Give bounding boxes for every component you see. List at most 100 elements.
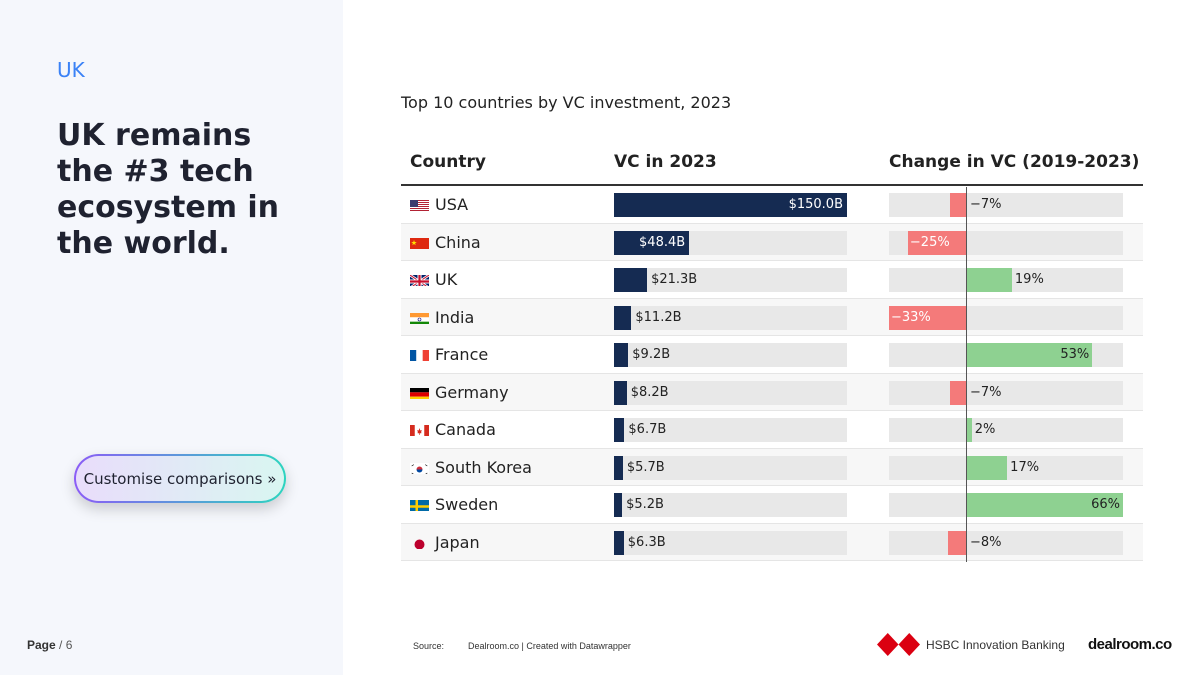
vc-label: $11.2B	[635, 309, 682, 325]
vc-label: $8.2B	[630, 384, 669, 400]
se-flag-icon	[410, 498, 429, 511]
country-cell: Japan	[410, 524, 480, 561]
left-panel: UK UK remains the #3 tech ecosystem in t…	[0, 0, 343, 675]
table-row: Sweden $5.2B 66%	[401, 486, 1143, 524]
change-bar	[967, 455, 1008, 480]
jp-flag-icon	[410, 536, 429, 549]
source-note: Source: Dealroom.co | Created with Dataw…	[413, 641, 631, 651]
country-name: Canada	[435, 420, 496, 439]
section-tag: UK	[57, 58, 85, 82]
hsbc-name: HSBC Innovation Banking	[926, 637, 1065, 652]
country-name: USA	[435, 195, 469, 214]
header-country: Country	[410, 152, 486, 172]
vc-bar	[614, 380, 627, 405]
header-change: Change in VC (2019-2023)	[889, 152, 1140, 172]
vc-track: $6.3B	[614, 530, 847, 555]
table-row: South Korea $5.7B 17%	[401, 448, 1143, 486]
country-name: UK	[435, 270, 458, 289]
vc-table: Country VC in 2023 Change in VC (2019-20…	[401, 140, 1143, 561]
kr-flag-icon	[410, 461, 429, 474]
table-body: USA $150.0B −7% China $48.4B −25% UK $21.3B 19% I…	[401, 186, 1143, 561]
vc-track: $5.7B	[614, 455, 847, 480]
vc-bar	[614, 455, 623, 480]
vc-label: $5.7B	[626, 459, 665, 475]
vc-label: $6.7B	[628, 422, 667, 437]
table-row: India $11.2B −33%	[401, 298, 1143, 336]
table-row: Germany $8.2B −7%	[401, 373, 1143, 411]
us-flag-icon	[410, 198, 429, 211]
change-label: −33%	[891, 309, 931, 325]
vc-bar	[614, 418, 625, 442]
vc-track: $6.7B	[614, 418, 847, 442]
vc-bar	[614, 230, 690, 255]
vc-bar	[614, 193, 847, 217]
customise-comparisons-button[interactable]: Customise comparisons »	[74, 454, 286, 503]
change-label: 66%	[1091, 497, 1120, 512]
vc-bar	[614, 268, 648, 292]
vc-track: $8.2B	[614, 380, 847, 405]
change-track: 19%	[889, 268, 1123, 292]
change-track: −7%	[889, 380, 1123, 405]
change-label: 53%	[1060, 347, 1090, 362]
country-cell: USA	[410, 186, 468, 223]
change-label: 19%	[1014, 272, 1044, 287]
country-name: South Korea	[435, 457, 532, 477]
table-row: Canada $6.7B 2%	[401, 411, 1143, 449]
change-bar	[967, 343, 1093, 367]
vc-track: $11.2B	[614, 305, 847, 330]
de-flag-icon	[410, 386, 429, 399]
vc-label: $48.4B	[639, 234, 686, 250]
vc-bar	[614, 530, 624, 555]
fr-flag-icon	[410, 348, 429, 361]
change-zero-line	[966, 187, 967, 562]
table-row: China $48.4B −25%	[401, 223, 1143, 261]
country-name: France	[435, 345, 489, 364]
hsbc-logo: HSBC Innovation Banking	[877, 633, 1065, 656]
change-bar	[948, 530, 967, 555]
header-vc: VC in 2023	[614, 152, 717, 172]
page-label: Page	[27, 638, 56, 652]
table-row: Japan $6.3B −8%	[401, 523, 1143, 561]
change-track: 66%	[889, 493, 1123, 517]
customise-comparisons-label: Customise comparisons »	[76, 456, 284, 501]
vc-track: $21.3B	[614, 268, 847, 292]
change-bar	[907, 230, 967, 255]
change-track: −33%	[889, 305, 1123, 330]
change-track: −7%	[889, 193, 1123, 217]
change-track: −25%	[889, 230, 1123, 255]
country-name: India	[435, 307, 475, 327]
country-name: Sweden	[435, 495, 499, 514]
change-bar	[967, 418, 972, 442]
change-label: −8%	[970, 534, 1002, 550]
vc-track: $5.2B	[614, 493, 847, 517]
vc-bar	[614, 493, 623, 517]
table-row: USA $150.0B −7%	[401, 186, 1143, 224]
country-cell: Canada	[410, 411, 496, 448]
change-track: 53%	[889, 343, 1123, 367]
chart-title: Top 10 countries by VC investment, 2023	[401, 93, 732, 112]
vc-label: $5.2B	[626, 497, 664, 512]
change-track: 17%	[889, 455, 1123, 480]
page-count: / 6	[55, 638, 73, 652]
country-cell: China	[410, 224, 481, 261]
ca-flag-icon	[410, 423, 429, 436]
country-cell: South Korea	[410, 449, 532, 486]
in-flag-icon	[410, 311, 429, 324]
page-indicator: Page / 6	[27, 638, 72, 652]
change-label: 2%	[974, 422, 996, 437]
country-cell: India	[410, 299, 474, 336]
uk-flag-icon	[410, 273, 429, 286]
vc-label: $6.3B	[627, 534, 666, 550]
source-label: Source:	[413, 641, 445, 651]
change-bar	[889, 305, 967, 330]
hsbc-hexagon-icon	[877, 633, 920, 656]
headline: UK remains the #3 tech ecosystem in the …	[57, 118, 280, 261]
change-label: 17%	[1010, 459, 1040, 475]
change-bar	[967, 493, 1123, 517]
vc-label: $9.2B	[632, 347, 671, 362]
vc-label: $21.3B	[651, 272, 698, 287]
source-text: Dealroom.co | Created with Datawrapper	[468, 641, 631, 651]
vc-label: $150.0B	[788, 197, 843, 212]
country-name: Germany	[435, 382, 509, 402]
change-label: −7%	[970, 384, 1002, 400]
